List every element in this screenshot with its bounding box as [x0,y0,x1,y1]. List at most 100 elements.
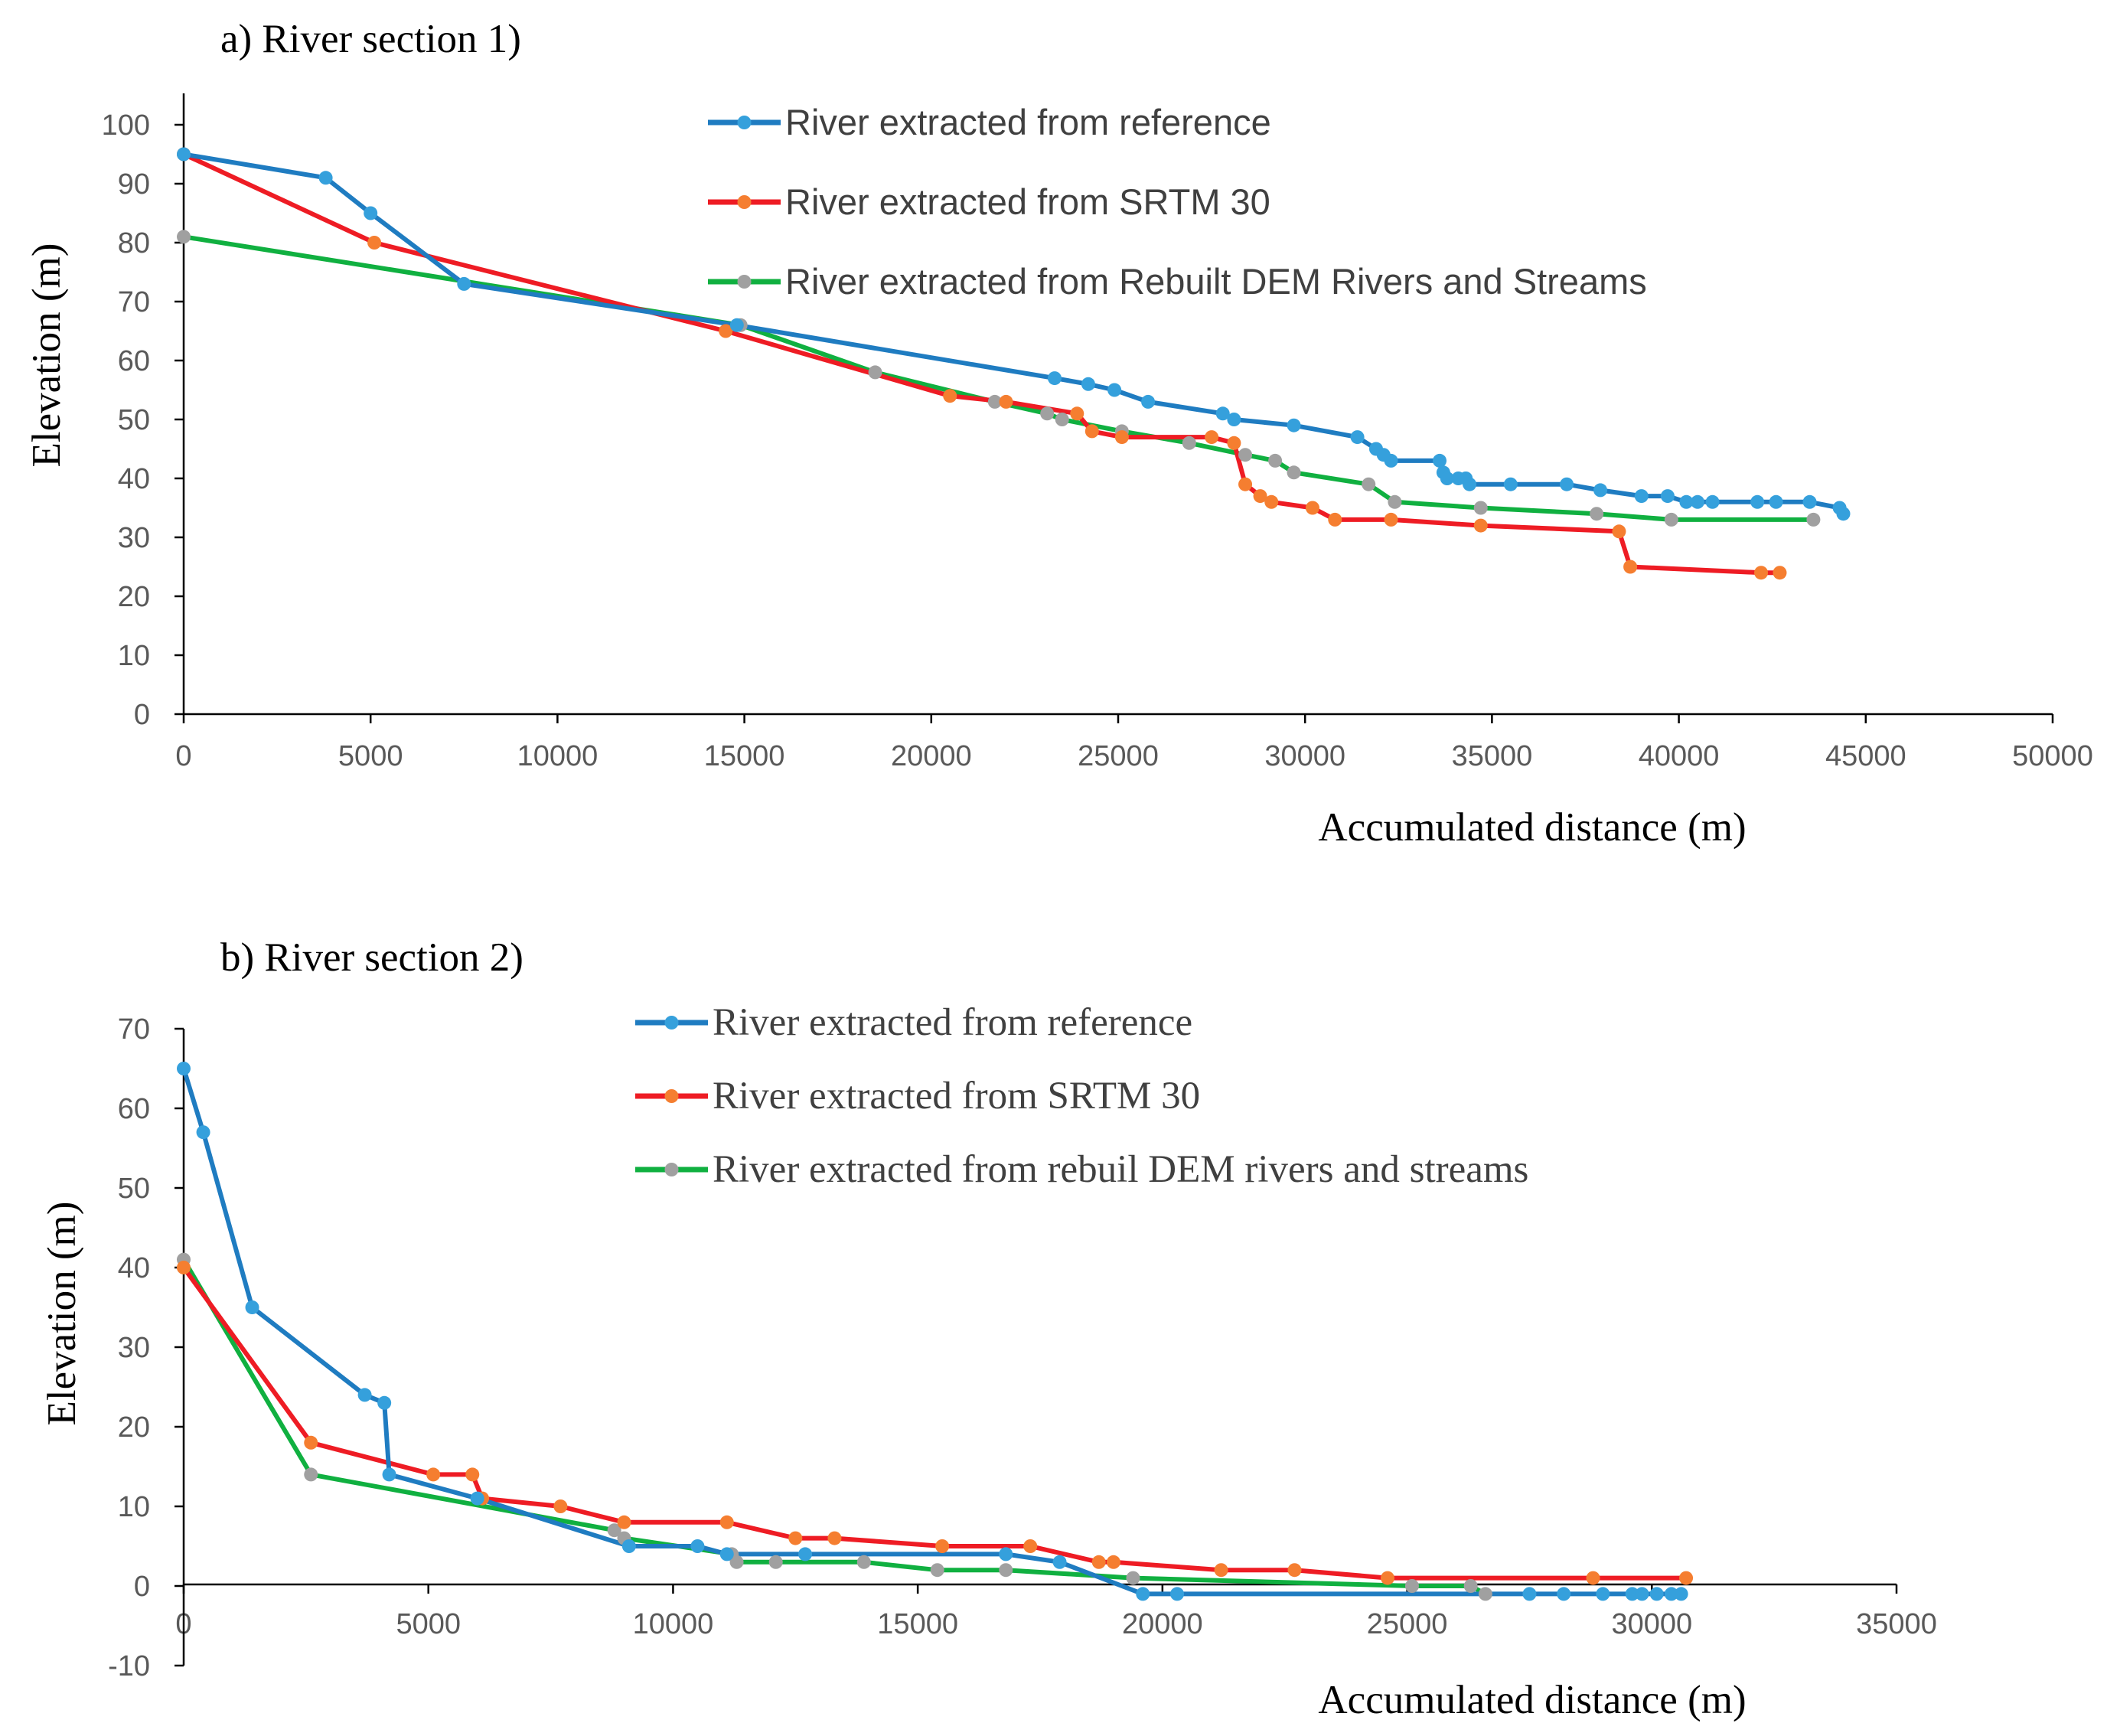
panel-a-series-2-point [1070,406,1084,421]
panel-b-series-2-point [1287,1563,1302,1578]
panel-b-y-tick-label: 60 [118,1093,150,1125]
panel-a-series-2-point [943,389,957,403]
panel-a-series-1-point [1287,418,1301,432]
panel-a-series-3-point [1388,494,1402,509]
panel-a-series-2-point [1205,430,1219,445]
panel-b-series-3-point [1478,1587,1492,1601]
legend-entry-label: River extracted from Rebuilt DEM Rivers … [785,261,1647,302]
panel-b-series-1-point [1625,1587,1639,1601]
panel-a-series-1-point [1107,383,1122,397]
legend-entry-label: River extracted from SRTM 30 [713,1075,1200,1118]
panel-b-series-3-point [729,1555,744,1569]
panel-a-series-2-point [1264,494,1279,509]
panel-b-series-2-point [553,1499,568,1513]
panel-a-y-tick-label: 90 [118,168,150,201]
panel-b-series-1-point [245,1300,259,1314]
panel-a-series-3-point [1806,512,1821,527]
panel-b-series-line-2 [181,1265,1688,1581]
panel-b-series-1-point [1052,1555,1067,1569]
panel-a-series-3-point [868,365,882,380]
panel-a-series-2-point [1238,477,1253,491]
panel-b-title: b) River section 2) [220,935,523,980]
panel-b-legend: River extracted from reference River extr… [635,1001,1528,1191]
panel-b-series-2-point [788,1531,803,1545]
panel-b-series-1-point [1649,1587,1664,1601]
panel-a-x-tick-label: 15000 [704,740,785,772]
panel-a-y-tick-label: 100 [102,109,150,142]
panel-b-series-1-point [196,1125,210,1140]
panel-b-series-2-point [719,1515,734,1529]
panel-a-series-1-point [729,318,744,332]
panel-a-x-axis-title: Accumulated distance (m) [1318,805,1746,850]
panel-a-series-1-point [457,276,471,291]
panel-a-series-1-point [1560,477,1574,491]
panel-a-y-axis-title: Elevation (m) [24,243,69,468]
panel-a-y-tick-label: 80 [118,227,150,259]
panel-a-series-2-point [1253,489,1267,504]
panel-a-y-tick-label: 70 [118,286,150,318]
panel-b-series-3-point [304,1467,318,1482]
panel-b-series-line-1 [181,1066,1684,1597]
panel-a-x-tick-label: 35000 [1452,740,1533,772]
panel-b-series-1-point [1136,1587,1150,1601]
panel-b-y-tick-label: 10 [118,1491,150,1523]
panel-b-series-1-point [377,1395,392,1410]
panel-a-x-tick-label: 30000 [1264,740,1345,772]
panel-a-series-1-point [1215,406,1230,421]
panel-b-x-tick-label: 25000 [1367,1608,1448,1640]
panel-a-series-2-point [1328,512,1342,527]
panel-a-series-1-point [1769,494,1783,509]
panel-b-y-axis-title: Elevation (m) [40,1202,84,1426]
panel-b-series-1-point [470,1491,484,1506]
panel-a-series-2-point [1114,430,1129,445]
panel-a-series-1-point [1440,472,1454,485]
panel-a-series-1-point [1503,477,1518,491]
panel-b-series-1-point [719,1547,734,1561]
panel-b-series-1-point [357,1388,372,1402]
panel-b-x-tick-label: 35000 [1856,1608,1937,1640]
panel-b-series-3-point [1126,1571,1140,1585]
legend-swatch-marker [664,1089,679,1103]
panel-a-series-1-point [1433,453,1447,468]
panel-a-y-tick-label: 0 [134,699,150,731]
panel-b-series-1-point [621,1539,636,1553]
panel-b-series-3-point [768,1555,783,1569]
panel-a-x-tick-label: 45000 [1825,740,1906,772]
panel-b-series-2-point [617,1515,631,1529]
panel-a-series-1-point [1047,371,1062,386]
panel-a-series-3-point [1287,465,1301,480]
panel-a-series-3-point [1055,413,1069,426]
panel-a-series-1-point [1141,394,1156,409]
panel-b-series-2-point [935,1539,950,1553]
panel-a-y-tick-label: 30 [118,522,150,554]
panel-a-title: a) River section 1) [220,17,521,61]
legend-entry-label: River extracted from reference [713,1001,1192,1044]
panel-b-series-1-point [798,1547,813,1561]
panel-a-series-3-point [1362,477,1376,491]
panel-b-series-1-point [690,1539,705,1553]
panel-a-series-2-point [1084,424,1099,439]
panel-b-series-1-point [1557,1587,1571,1601]
panel-a-series-1-point [1350,430,1365,445]
panel-b-series-2-point [1679,1571,1694,1585]
panel-b-series-1-point [1664,1587,1678,1601]
panel-a-series-1-point [1679,494,1694,509]
legend-entry-label: River extracted from rebuil DEM rivers a… [713,1148,1528,1191]
panel-a-series-2-point [1623,560,1638,574]
panel-b-series-3-point [999,1563,1013,1578]
panel-a-series-1-point [1705,494,1720,509]
panel-b-series-2-point [465,1467,480,1482]
panel-b-x-tick-label: 20000 [1122,1608,1203,1640]
panel-b-series-2-point [177,1261,191,1274]
panel-a-series-2-point [999,394,1013,409]
panel-a-series-1-point [1463,477,1477,491]
panel-a-series-3-point [177,230,191,244]
panel-b-series-2-point [827,1531,842,1545]
panel-b-y-tick-label: -10 [108,1650,150,1682]
panel-b-series-2-point [1091,1555,1106,1569]
panel-b-series-3-point [1463,1579,1478,1593]
panel-b-x-tick-label: 10000 [633,1608,714,1640]
legend-swatch-marker [737,116,752,129]
panel-b-series-3-point [607,1523,621,1538]
panel-a-series-2-point [1754,566,1769,580]
